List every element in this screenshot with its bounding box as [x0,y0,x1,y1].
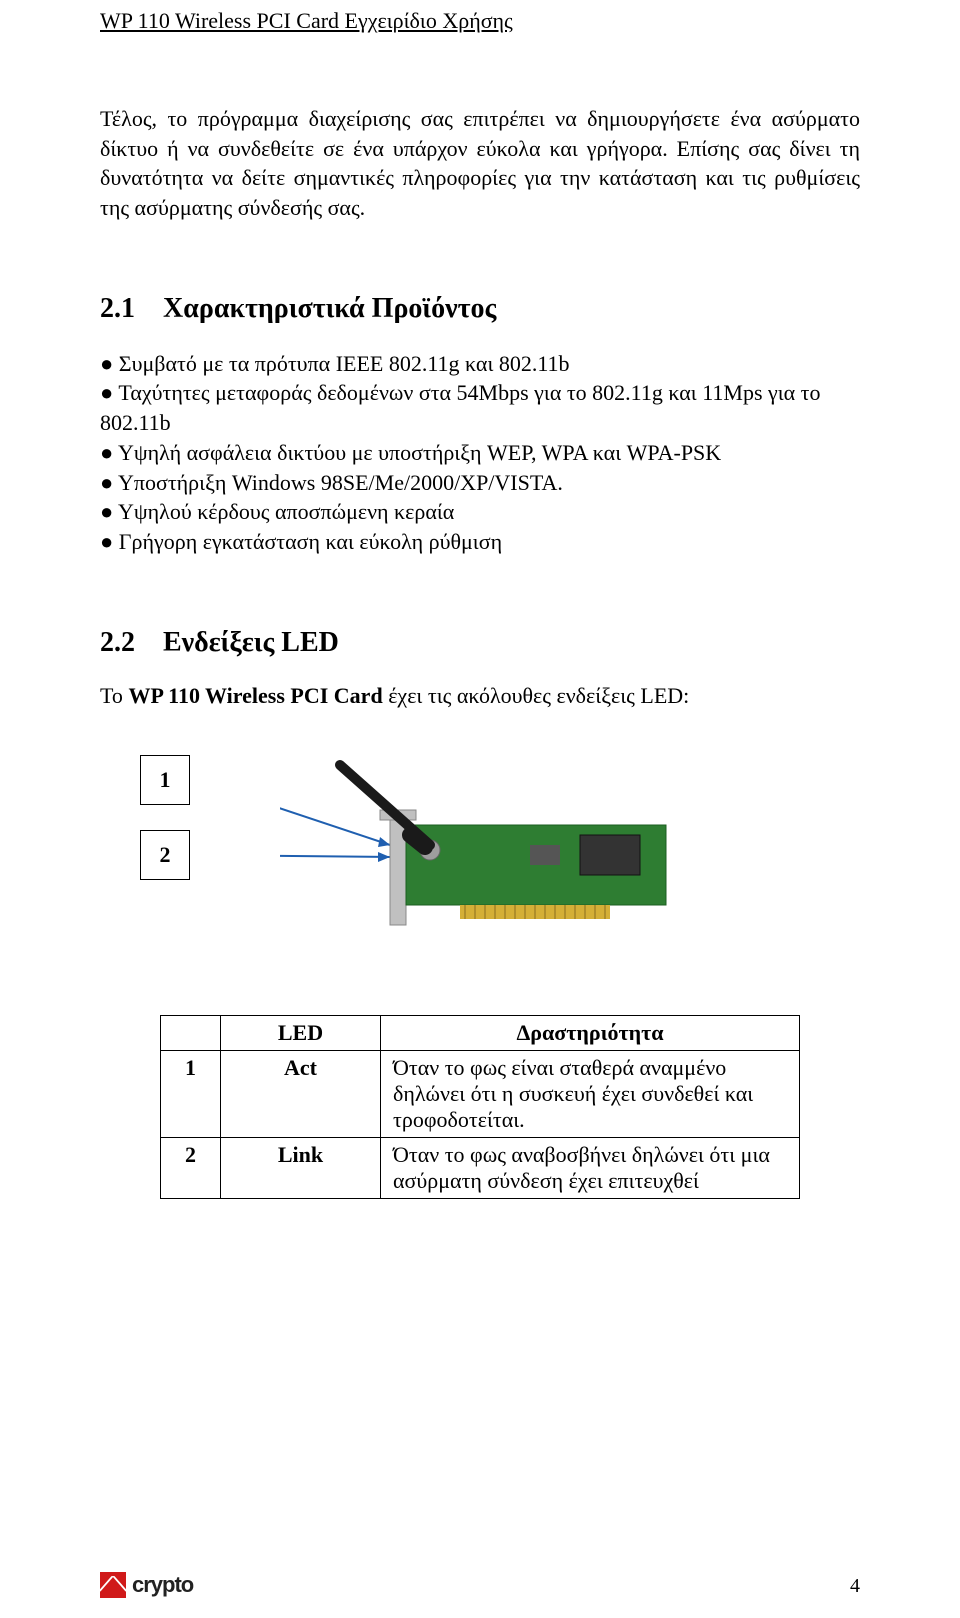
bullet-text: Συμβατό με τα πρότυπα IEEE 802.11g και 8… [119,351,570,376]
callout-box-2: 2 [140,830,190,880]
table-row: 1 Act Όταν το φως είναι σταθερά αναμμένο… [161,1050,800,1137]
bullet-item: ● Υποστήριξη Windows 98SE/Me/2000/XP/VIS… [100,468,860,498]
intro-suffix: έχει τις ακόλουθες ενδείξεις LED: [383,683,690,708]
bullet-text: Υψηλή ασφάλεια δικτύου με υποστήριξη WEP… [118,440,721,465]
th-activity: Δραστηριότητα [381,1015,800,1050]
led-table: LED Δραστηριότητα 1 Act Όταν το φως είνα… [160,1015,800,1199]
document-page: WP 110 Wireless PCI Card Εγχειρίδιο Χρήσ… [0,0,960,1618]
cell-led: Link [221,1137,381,1198]
logo-icon: ⟋⟍ [100,1572,126,1598]
cell-desc: Όταν το φως είναι σταθερά αναμμένο δηλών… [381,1050,800,1137]
bullet-item: ● Υψηλή ασφάλεια δικτύου με υποστήριξη W… [100,438,860,468]
bullet-text: Υψηλού κέρδους αποσπώμενη κεραία [118,499,454,524]
footer-logo: ⟋⟍ crypto [100,1572,193,1598]
bullet-item: ● Υψηλού κέρδους αποσπώμενη κεραία [100,497,860,527]
section-2-2-heading: 2.2 Ενδείξεις LED [100,627,860,659]
feature-bullets: ● Συμβατό με τα πρότυπα IEEE 802.11g και… [100,349,860,557]
bullet-item: ● Συμβατό με τα πρότυπα IEEE 802.11g και… [100,349,860,379]
page-number: 4 [850,1575,860,1598]
intro-prefix: Το [100,683,128,708]
section-title: Ενδείξεις LED [163,627,339,658]
section-2-1-heading: 2.1 Χαρακτηριστικά Προϊόντος [100,293,860,325]
th-empty [161,1015,221,1050]
cell-led: Act [221,1050,381,1137]
section-number: 2.2 [100,627,135,658]
page-footer: ⟋⟍ crypto 4 [100,1572,860,1598]
pci-card-illustration [280,755,710,955]
intro-product-name: WP 110 Wireless PCI Card [128,683,382,708]
section-number: 2.1 [100,293,135,324]
section-title: Χαρακτηριστικά Προϊόντος [163,293,496,324]
bullet-text: Γρήγορη εγκατάσταση και εύκολη ρύθμιση [119,529,502,554]
logo-text: crypto [132,1572,193,1598]
bullet-text: Υποστήριξη Windows 98SE/Me/2000/XP/VISTA… [118,470,563,495]
bullet-item: ● Γρήγορη εγκατάσταση και εύκολη ρύθμιση [100,527,860,557]
th-led: LED [221,1015,381,1050]
cell-num: 2 [161,1137,221,1198]
led-figure: 1 2 [140,745,860,965]
page-header: WP 110 Wireless PCI Card Εγχειρίδιο Χρήσ… [100,0,860,34]
cell-num: 1 [161,1050,221,1137]
intro-paragraph: Τέλος, το πρόγραμμα διαχείρισης σας επιτ… [100,104,860,223]
bullet-item: ● Ταχύτητες μεταφοράς δεδομένων στα 54Mb… [100,378,860,437]
cell-desc: Όταν το φως αναβοσβήνει δηλώνει ότι μια … [381,1137,800,1198]
led-intro: Το WP 110 Wireless PCI Card έχει τις ακό… [100,683,860,709]
table-header-row: LED Δραστηριότητα [161,1015,800,1050]
table-row: 2 Link Όταν το φως αναβοσβήνει δηλώνει ό… [161,1137,800,1198]
callout-box-1: 1 [140,755,190,805]
bullet-text: Ταχύτητες μεταφοράς δεδομένων στα 54Mbps… [100,380,821,435]
